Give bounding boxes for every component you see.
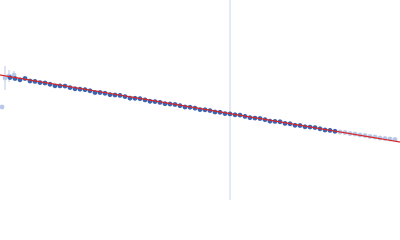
- chart: [0, 0, 400, 200]
- data-point: [2, 75, 8, 81]
- data-point: [0, 104, 5, 110]
- fit-line: [0, 74, 400, 143]
- page: {"chart_data": {"type": "scatter", "xlim…: [0, 0, 400, 200]
